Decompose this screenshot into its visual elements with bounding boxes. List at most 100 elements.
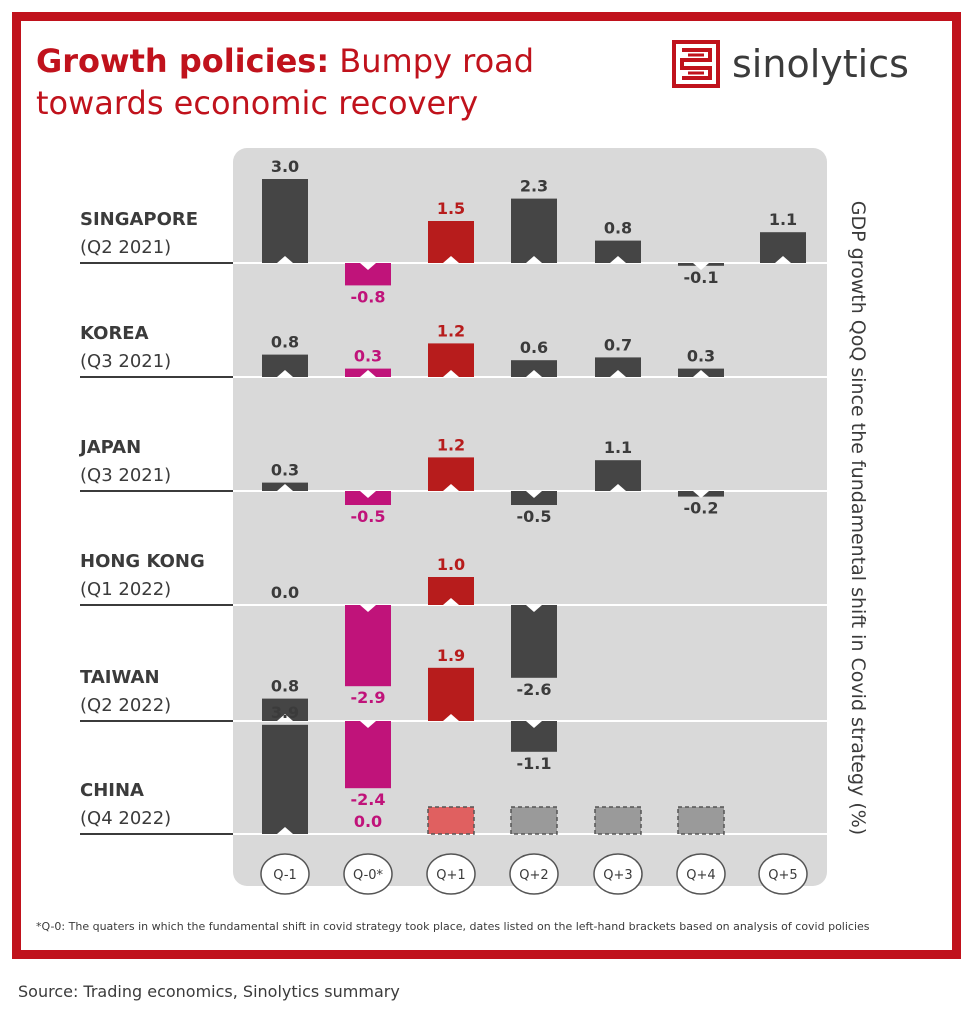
source-note: Source: Trading economics, Sinolytics su… <box>18 982 400 1001</box>
data-label: 0.0 <box>354 812 382 831</box>
footnote: *Q-0: The quaters in which the fundament… <box>36 920 870 933</box>
title-bold: Growth policies: <box>36 42 330 80</box>
bar-notch <box>610 370 626 377</box>
data-label: 1.5 <box>437 199 465 218</box>
country-label: TAIWAN <box>80 667 160 688</box>
bar <box>511 360 557 377</box>
sinolytics-logo: sinolytics <box>672 40 909 88</box>
bar-notch <box>360 263 376 270</box>
bar-notch <box>360 491 376 498</box>
data-label: 3.0 <box>271 157 299 176</box>
bar <box>595 357 641 377</box>
chart-title: Growth policies: Bumpy road towards econ… <box>36 40 656 124</box>
data-label: 0.3 <box>271 461 299 480</box>
bar-notch <box>775 256 791 263</box>
bar-notch <box>526 721 542 728</box>
category-label: Q+5 <box>768 868 797 883</box>
category-label: Q+1 <box>436 868 465 883</box>
category-circle <box>676 853 726 895</box>
period-label: (Q2 2022) <box>80 695 171 716</box>
data-label: -1.1 <box>517 754 552 773</box>
bar <box>262 698 308 721</box>
y-axis-label-wrap: GDP growth QoQ since the fundamental shi… <box>838 148 878 888</box>
bar <box>511 605 557 678</box>
bar-notch <box>277 827 293 834</box>
period-label: (Q3 2021) <box>80 465 171 486</box>
data-label: 2.3 <box>520 177 548 196</box>
bar-notch <box>526 491 542 498</box>
chart-panel <box>233 148 827 886</box>
data-label: 1.1 <box>604 438 632 457</box>
bar <box>595 240 641 263</box>
data-label: 3.9 <box>271 703 299 722</box>
category-label: Q-1 <box>273 868 297 883</box>
bar-notch <box>443 714 459 721</box>
forecast-bar <box>677 806 725 835</box>
data-label: 0.3 <box>687 347 715 366</box>
category-circle <box>260 853 310 895</box>
country-label: SINGAPORE <box>80 209 198 230</box>
bar <box>262 724 308 834</box>
bar-notch <box>693 370 709 377</box>
bar-notch <box>443 370 459 377</box>
bar <box>428 667 474 721</box>
bar-notch <box>360 721 376 728</box>
data-label: 0.6 <box>520 338 548 357</box>
bar-notch <box>277 256 293 263</box>
category-label: Q+2 <box>519 868 548 883</box>
title-rest: Bumpy road towards economic recovery <box>36 42 535 122</box>
data-label: 0.8 <box>271 333 299 352</box>
data-label: 1.9 <box>437 646 465 665</box>
bar-notch <box>360 605 376 612</box>
data-label: 1.1 <box>769 210 797 229</box>
country-label: CHINA <box>80 780 144 801</box>
category-circle <box>593 853 643 895</box>
data-label: -0.8 <box>351 287 386 306</box>
bar <box>262 179 308 263</box>
bar <box>262 354 308 377</box>
y-axis-label: GDP growth QoQ since the fundamental shi… <box>847 200 869 836</box>
data-label: 1.2 <box>437 435 465 454</box>
category-circle <box>426 853 476 895</box>
category-label: Q+4 <box>686 868 715 883</box>
bar <box>511 198 557 263</box>
bar-notch <box>443 598 459 605</box>
period-label: (Q3 2021) <box>80 351 171 372</box>
category-label: Q+3 <box>603 868 632 883</box>
category-circle <box>758 853 808 895</box>
data-label: -0.2 <box>684 499 719 518</box>
data-label: 1.2 <box>437 321 465 340</box>
bar-notch <box>360 370 376 377</box>
data-label: 0.7 <box>604 335 632 354</box>
bar-notch <box>610 256 626 263</box>
category-label: Q-0* <box>353 868 384 883</box>
forecast-bar <box>594 806 642 835</box>
category-circle <box>509 853 559 895</box>
logo-text: sinolytics <box>732 42 909 86</box>
bar-notch <box>277 484 293 491</box>
country-label: HONG KONG <box>80 551 205 572</box>
period-label: (Q4 2022) <box>80 808 171 829</box>
data-label: -2.4 <box>351 790 386 809</box>
bar-notch <box>443 484 459 491</box>
data-label: 0.8 <box>271 677 299 696</box>
data-label: -2.6 <box>517 680 552 699</box>
country-label: KOREA <box>80 323 149 344</box>
category-circle <box>343 853 393 895</box>
bar-notch <box>693 263 709 270</box>
bar <box>345 721 391 789</box>
bar-notch <box>526 605 542 612</box>
data-label: 0.8 <box>604 219 632 238</box>
data-label: 1.0 <box>437 555 465 574</box>
data-label: -0.5 <box>351 507 386 526</box>
bar-notch <box>277 370 293 377</box>
bar-notch <box>277 714 293 721</box>
bar-notch <box>693 491 709 498</box>
bar <box>345 263 391 286</box>
data-label: 0.0 <box>271 583 299 602</box>
data-label: -2.9 <box>351 688 386 707</box>
bar-notch <box>526 256 542 263</box>
data-label: 0.3 <box>354 347 382 366</box>
data-label: -0.5 <box>517 507 552 526</box>
